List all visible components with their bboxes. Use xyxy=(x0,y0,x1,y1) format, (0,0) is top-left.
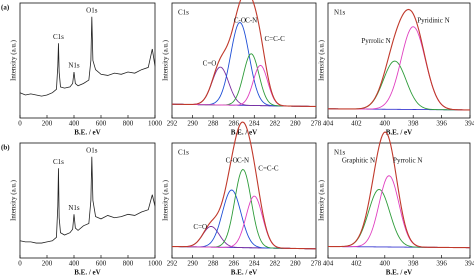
fit-component xyxy=(171,189,317,250)
x-tick-label: 278 xyxy=(311,260,322,268)
component-label: C=O xyxy=(193,223,207,231)
fit-envelope xyxy=(327,8,471,111)
x-tick-label: 800 xyxy=(123,120,134,128)
x-tick-label: 394 xyxy=(465,120,474,128)
x-tick-label: 278 xyxy=(311,120,322,128)
component-label: C-N xyxy=(245,17,257,25)
component-label: Pyrrolic N xyxy=(393,157,422,165)
x-tick-label: 600 xyxy=(96,260,107,268)
x-tick-label: 402 xyxy=(351,260,362,268)
peak-label: N1s xyxy=(68,204,80,212)
x-tick-label: 282 xyxy=(270,260,281,268)
x-tick-label: 800 xyxy=(123,260,134,268)
component-label: C-N xyxy=(237,157,249,165)
panel-title: N1s xyxy=(334,149,346,157)
fit-component xyxy=(171,168,317,250)
peak-label: O1s xyxy=(86,146,98,154)
x-tick-label: 396 xyxy=(436,120,447,128)
x-axis-label: B.E. / eV xyxy=(386,269,412,275)
x-tick-label: 398 xyxy=(408,260,419,268)
plot-frame xyxy=(171,142,317,259)
component-label: Graphitic N xyxy=(342,157,375,165)
spectrum-line xyxy=(19,156,156,244)
x-tick-label: 286 xyxy=(228,260,239,268)
peak-label: C1s xyxy=(53,158,64,166)
plot-frame xyxy=(327,2,471,119)
x-tick-label: 1000 xyxy=(148,260,163,268)
x-tick-label: 292 xyxy=(167,260,178,268)
x-tick-label: 290 xyxy=(187,120,198,128)
peak-label: C1s xyxy=(53,33,64,41)
component-label: C=C-C xyxy=(264,35,285,43)
panel-title: N1s xyxy=(334,9,346,17)
x-tick-label: 288 xyxy=(208,120,219,128)
x-tick-label: 0 xyxy=(18,120,22,128)
x-tick-label: 398 xyxy=(408,120,419,128)
x-axis-label: B.E. / eV xyxy=(231,269,257,275)
component-label: C=O xyxy=(203,60,217,68)
x-tick-label: 400 xyxy=(69,120,80,128)
panel-title: C1s xyxy=(178,9,189,17)
y-axis-label: Intensity (a.u.) xyxy=(162,39,170,81)
fit-component xyxy=(327,188,471,249)
x-tick-label: 290 xyxy=(187,260,198,268)
spectrum-line xyxy=(19,16,156,97)
fit-envelope xyxy=(171,121,317,250)
x-tick-label: 282 xyxy=(270,120,281,128)
plot-frame xyxy=(19,142,156,259)
x-tick-label: 280 xyxy=(290,120,301,128)
component-label: C=C-C xyxy=(258,164,279,172)
x-tick-label: 404 xyxy=(323,260,334,268)
fit-component xyxy=(327,26,471,111)
x-tick-label: 400 xyxy=(380,260,391,268)
x-tick-label: 402 xyxy=(351,120,362,128)
peak-label: N1s xyxy=(68,62,80,70)
x-axis-label: B.E. / eV xyxy=(386,129,412,137)
x-tick-label: 600 xyxy=(96,120,107,128)
plot-frame xyxy=(327,142,471,259)
x-tick-label: 400 xyxy=(380,120,391,128)
y-axis-label: Intensity (a.u.) xyxy=(10,39,18,81)
x-tick-label: 200 xyxy=(42,260,53,268)
component-label: Pyrrolic N xyxy=(361,37,390,45)
y-axis-label: Intensity (a.u.) xyxy=(162,179,170,221)
fit-envelope xyxy=(327,131,471,249)
x-tick-label: 284 xyxy=(249,120,260,128)
x-axis-label: B.E. / eV xyxy=(74,129,100,137)
y-axis-label: Intensity (a.u.) xyxy=(318,179,326,221)
x-tick-label: 284 xyxy=(249,260,260,268)
x-axis-label: B.E. / eV xyxy=(74,269,100,275)
component-label: Pyridinic N xyxy=(417,17,449,25)
y-axis-label: Intensity (a.u.) xyxy=(10,179,18,221)
fit-component xyxy=(171,22,317,107)
x-tick-label: 1000 xyxy=(148,120,163,128)
x-tick-label: 396 xyxy=(436,260,447,268)
x-axis-label: B.E. / eV xyxy=(231,129,257,137)
y-axis-label: Intensity (a.u.) xyxy=(318,39,326,81)
fit-envelope xyxy=(171,0,317,108)
panel-title: C1s xyxy=(178,149,189,157)
plot-frame xyxy=(19,2,156,119)
x-tick-label: 286 xyxy=(228,120,239,128)
panel-label: (b) xyxy=(1,144,10,152)
x-tick-label: 0 xyxy=(18,260,22,268)
x-tick-label: 280 xyxy=(290,260,301,268)
plot-frame xyxy=(171,2,317,119)
panel-label: (a) xyxy=(1,4,10,12)
peak-label: O1s xyxy=(86,6,98,14)
fit-component xyxy=(171,53,317,107)
x-tick-label: 292 xyxy=(167,120,178,128)
component-label: C-O xyxy=(226,157,238,165)
x-tick-label: 288 xyxy=(208,260,219,268)
x-tick-label: 404 xyxy=(323,120,334,128)
x-tick-label: 400 xyxy=(69,260,80,268)
x-tick-label: 394 xyxy=(465,260,474,268)
component-label: C-O xyxy=(234,17,246,25)
x-tick-label: 200 xyxy=(42,120,53,128)
